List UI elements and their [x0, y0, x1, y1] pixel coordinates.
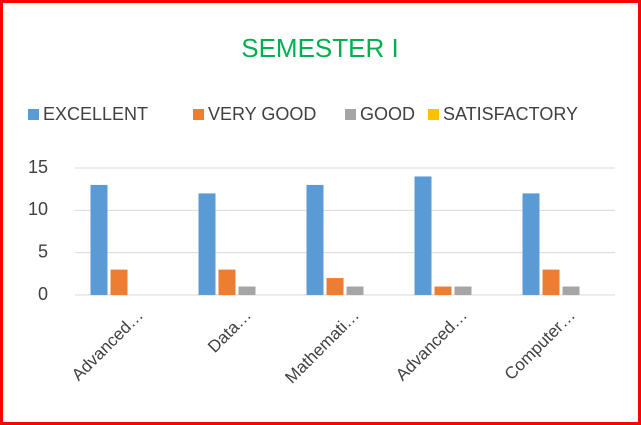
y-tick-label: 5 — [38, 241, 48, 261]
chart-title: SEMESTER I — [241, 33, 398, 63]
y-tick-label: 10 — [28, 199, 48, 219]
legend-swatch — [28, 109, 39, 120]
bar — [306, 184, 324, 295]
bar — [218, 269, 236, 295]
legend-label: VERY GOOD — [208, 104, 316, 124]
legend-label: GOOD — [360, 104, 415, 124]
bar — [238, 286, 256, 295]
y-tick-label: 0 — [38, 284, 48, 304]
bar — [454, 286, 472, 295]
bar — [434, 286, 452, 295]
bar — [522, 193, 540, 295]
bar — [90, 184, 108, 295]
bar — [110, 269, 128, 295]
bar — [346, 286, 364, 295]
bar — [542, 269, 560, 295]
bar — [414, 176, 432, 295]
y-tick-label: 15 — [28, 157, 48, 177]
legend-swatch — [345, 109, 356, 120]
legend-label: EXCELLENT — [43, 104, 148, 124]
bar — [198, 193, 216, 295]
legend-swatch — [428, 109, 439, 120]
legend-label: SATISFACTORY — [443, 104, 578, 124]
bar — [562, 286, 580, 295]
bar — [326, 278, 344, 295]
legend-swatch — [193, 109, 204, 120]
